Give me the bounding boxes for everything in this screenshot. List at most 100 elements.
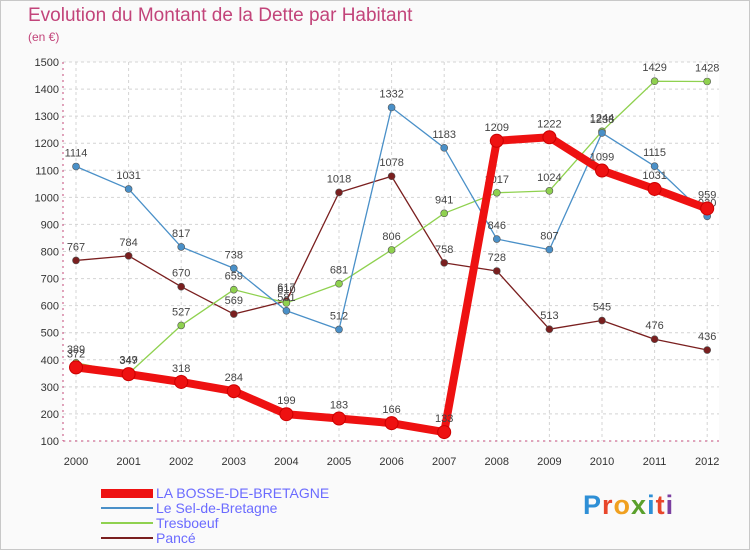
x-tick-label: 2009: [537, 456, 561, 468]
y-tick-label: 500: [41, 328, 59, 340]
data-point: [545, 245, 554, 254]
logo-letter: i: [665, 490, 675, 520]
data-point: [282, 299, 291, 307]
data-label: 807: [540, 231, 558, 243]
y-tick-label: 600: [41, 301, 59, 313]
data-point: [542, 130, 557, 145]
data-label: 758: [435, 244, 453, 256]
data-label: 318: [172, 363, 190, 375]
data-point: [650, 335, 659, 344]
data-label: 846: [488, 220, 506, 232]
data-label: 1209: [485, 122, 509, 134]
y-tick-label: 1500: [35, 57, 59, 69]
data-label: 349: [119, 355, 137, 367]
data-point: [72, 256, 80, 265]
data-label: 476: [645, 320, 663, 332]
logo-letter: P: [583, 490, 603, 520]
data-label: 581: [277, 292, 295, 304]
data-label: 569: [225, 295, 243, 307]
data-point: [72, 162, 80, 171]
data-point: [650, 77, 659, 86]
data-label: 817: [172, 228, 190, 240]
data-label: 1099: [590, 152, 614, 164]
data-point: [489, 133, 504, 148]
x-tick-label: 2012: [695, 456, 719, 468]
data-label: 1114: [65, 147, 88, 159]
data-point: [492, 235, 501, 243]
data-point: [121, 367, 136, 382]
data-point: [124, 252, 133, 260]
data-point: [647, 181, 662, 196]
data-label: 1018: [327, 173, 351, 185]
data-label: 284: [225, 372, 243, 384]
data-label: 1222: [537, 118, 561, 130]
legend-swatch: [101, 507, 153, 509]
data-point: [226, 384, 241, 399]
data-point: [545, 187, 554, 195]
x-tick-label: 2008: [485, 456, 509, 468]
data-label: 1244: [590, 112, 614, 124]
data-point: [437, 425, 452, 440]
y-tick-label: 1200: [35, 138, 59, 150]
data-label: 767: [67, 241, 85, 253]
logo-letter: o: [613, 490, 632, 520]
data-point: [230, 264, 238, 273]
data-label: 372: [67, 348, 85, 360]
data-point: [282, 306, 291, 315]
proxiti-logo: Proxiti: [583, 490, 674, 521]
data-label: 436: [698, 331, 716, 343]
legend-item-pance: Pancé: [101, 530, 196, 546]
data-point: [595, 163, 609, 178]
data-label: 670: [172, 268, 190, 280]
data-point: [440, 144, 449, 152]
data-label: 610: [277, 284, 295, 296]
data-label: 199: [277, 395, 295, 407]
data-label: 183: [330, 400, 348, 412]
data-point: [387, 246, 396, 254]
y-tick-label: 200: [41, 409, 59, 421]
data-point: [332, 411, 346, 426]
legend-swatch: [101, 488, 153, 498]
data-label: 389: [67, 344, 85, 356]
data-label: 738: [225, 249, 243, 261]
data-point: [279, 407, 294, 422]
data-label: 545: [593, 302, 611, 314]
data-point: [703, 346, 712, 354]
data-point: [440, 209, 449, 218]
data-label: 347: [119, 355, 137, 367]
legend-label: Pancé: [156, 530, 196, 546]
x-tick-label: 2007: [432, 456, 456, 468]
data-point: [335, 325, 343, 334]
data-point: [69, 360, 83, 375]
data-point: [650, 162, 659, 171]
data-point: [124, 185, 133, 193]
legend-label: LA BOSSE-DE-BRETAGNE: [156, 485, 330, 501]
data-label: 512: [330, 310, 348, 322]
y-tick-label: 1400: [35, 84, 59, 96]
data-label: 728: [488, 252, 506, 264]
data-label: 784: [119, 237, 137, 249]
data-point: [384, 416, 399, 431]
data-label: 659: [225, 271, 243, 283]
data-label: 617: [277, 282, 295, 294]
data-label: 959: [698, 189, 716, 201]
data-label: 1332: [379, 88, 403, 100]
legend-label: Le Sel-de-Bretagne: [156, 500, 278, 516]
y-tick-label: 1300: [35, 111, 59, 123]
data-label: 1429: [642, 62, 666, 74]
legend-swatch: [101, 537, 153, 539]
data-point: [230, 310, 238, 318]
data-point: [177, 321, 185, 330]
y-tick-label: 900: [41, 219, 59, 231]
legend-item-tresboeuf: Tresboeuf: [101, 515, 219, 531]
logo-letter: t: [655, 490, 666, 520]
data-label: 1078: [379, 157, 403, 169]
x-tick-label: 2011: [643, 456, 667, 468]
x-tick-label: 2004: [274, 456, 298, 468]
data-label: 513: [540, 310, 558, 322]
data-point: [545, 325, 554, 333]
chart-title: Evolution du Montant de la Dette par Hab…: [28, 5, 413, 26]
data-point: [440, 259, 449, 267]
x-tick-label: 2001: [116, 456, 140, 468]
